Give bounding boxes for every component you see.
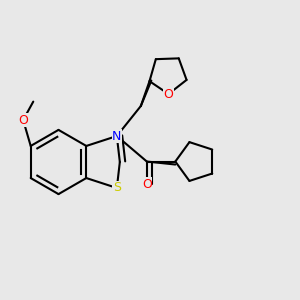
Text: N: N — [112, 130, 122, 142]
Text: O: O — [164, 88, 173, 100]
Text: O: O — [18, 113, 28, 127]
Text: N: N — [112, 130, 122, 142]
Text: O: O — [142, 178, 152, 190]
Text: S: S — [113, 182, 121, 194]
